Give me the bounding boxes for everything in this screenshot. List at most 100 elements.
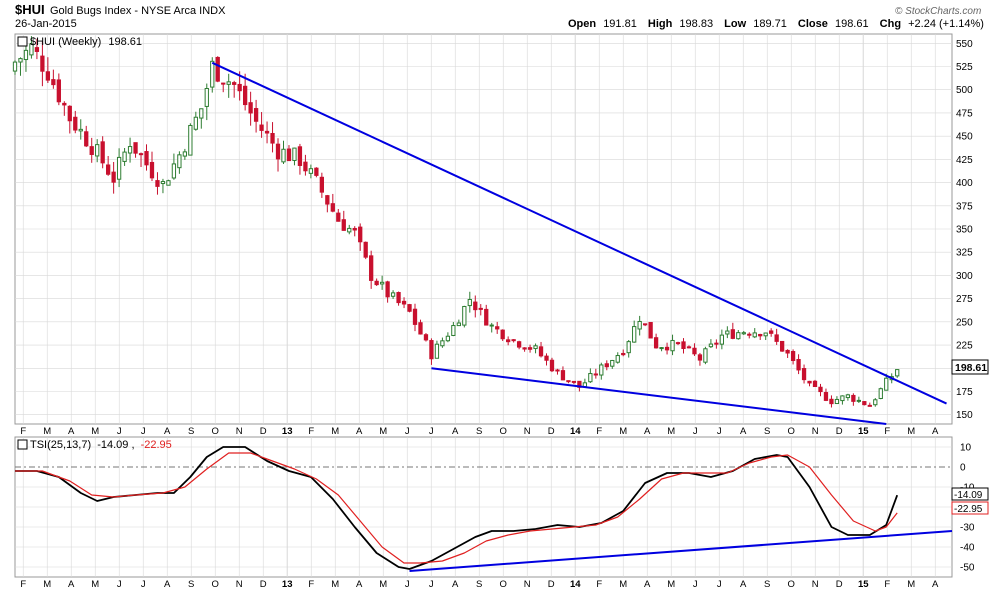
x-tick-label: M bbox=[91, 426, 99, 437]
candle-body bbox=[741, 332, 746, 335]
x-tick-label: 13 bbox=[282, 426, 293, 437]
candle-body bbox=[511, 339, 516, 342]
candle-body bbox=[549, 359, 555, 372]
candle-body bbox=[643, 323, 648, 326]
candle-body bbox=[790, 351, 796, 361]
ohlc-text: Open 191.81 High 198.83 Low 189.71 Close… bbox=[568, 18, 984, 30]
candle-body bbox=[62, 102, 67, 106]
candle-body bbox=[434, 343, 440, 359]
candle-down bbox=[593, 368, 598, 379]
x-tick-label: O bbox=[212, 426, 219, 437]
candle-down bbox=[297, 143, 303, 175]
candle-down bbox=[100, 136, 105, 169]
price-y-tick-label: 475 bbox=[956, 108, 973, 119]
candle-down bbox=[527, 344, 533, 353]
x-tick-label: A bbox=[68, 579, 75, 590]
candle-body bbox=[18, 58, 23, 63]
x-tick-label: M bbox=[43, 579, 51, 590]
candle-body bbox=[823, 392, 829, 401]
x-tick-label: N bbox=[236, 426, 243, 437]
tsi-y-tick-label: -30 bbox=[960, 523, 975, 534]
candle-up bbox=[895, 369, 900, 378]
x-tick-label: A bbox=[452, 579, 459, 590]
open-value: 191.81 bbox=[603, 18, 637, 30]
candle-body bbox=[122, 151, 127, 162]
x-tick-label: J bbox=[405, 426, 410, 437]
candle-down bbox=[286, 145, 292, 162]
candle-body bbox=[133, 142, 138, 154]
low-label: Low bbox=[724, 18, 746, 30]
tsi-legend-text: TSI(25,13,7) -14.09 , -22.95 bbox=[30, 439, 172, 451]
candle-body bbox=[478, 307, 483, 310]
candle-body bbox=[670, 339, 675, 352]
candle-down bbox=[341, 210, 346, 231]
candle-body bbox=[555, 369, 560, 372]
x-tick-label: F bbox=[308, 579, 314, 590]
x-tick-label: O bbox=[212, 579, 219, 590]
candle-body bbox=[637, 320, 642, 330]
candle-down bbox=[621, 349, 626, 357]
candle-down bbox=[56, 73, 61, 106]
candle-up bbox=[462, 305, 467, 328]
candle-down bbox=[358, 223, 363, 251]
candle-down bbox=[264, 121, 270, 144]
price-y-tick-label: 450 bbox=[956, 132, 973, 143]
candle-body bbox=[522, 347, 527, 350]
candle-down bbox=[111, 161, 116, 194]
legend-swatch-icon bbox=[17, 36, 28, 47]
candle-up bbox=[703, 346, 708, 365]
candle-down bbox=[45, 57, 51, 83]
tsi-badge-text: -14.09 bbox=[954, 490, 983, 501]
tsi-legend-signal: -22.95 bbox=[141, 439, 172, 451]
candle-body bbox=[626, 341, 631, 354]
candle-body bbox=[714, 342, 719, 345]
x-tick-label: M bbox=[619, 579, 627, 590]
candle-down bbox=[478, 304, 483, 316]
candle-up bbox=[434, 340, 440, 359]
candle-body bbox=[533, 345, 538, 350]
candle-down bbox=[62, 101, 67, 116]
candle-body bbox=[127, 146, 133, 154]
candle-body bbox=[752, 332, 757, 338]
x-tick-label: M bbox=[667, 426, 675, 437]
candle-body bbox=[199, 108, 204, 119]
x-tick-label: J bbox=[693, 579, 698, 590]
candlesticks bbox=[12, 36, 900, 408]
x-tick-label: A bbox=[164, 426, 171, 437]
candle-body bbox=[659, 347, 664, 350]
candle-body bbox=[303, 161, 308, 172]
candle-body bbox=[56, 79, 61, 103]
candle-body bbox=[840, 395, 845, 402]
candle-up bbox=[177, 151, 182, 174]
candle-down bbox=[133, 142, 138, 158]
candle-body bbox=[736, 332, 741, 340]
candle-down bbox=[730, 322, 735, 340]
price-y-tick-label: 525 bbox=[956, 62, 973, 73]
candle-up bbox=[390, 290, 396, 299]
candle-body bbox=[884, 377, 889, 391]
price-y-tick-label: 150 bbox=[956, 410, 973, 421]
candle-body bbox=[456, 322, 461, 327]
candle-body bbox=[851, 394, 856, 402]
x-tick-label: N bbox=[236, 579, 243, 590]
candle-body bbox=[418, 322, 423, 335]
candle-down bbox=[352, 226, 357, 237]
candle-down bbox=[555, 368, 560, 375]
x-tick-label: A bbox=[356, 426, 363, 437]
candle-body bbox=[758, 333, 763, 337]
candle-body bbox=[401, 300, 407, 305]
candle-down bbox=[785, 349, 790, 358]
candle-up bbox=[456, 319, 461, 327]
candle-body bbox=[100, 141, 105, 164]
candle-body bbox=[111, 171, 116, 183]
candle-body bbox=[221, 82, 226, 85]
candle-body bbox=[160, 181, 166, 185]
candle-body bbox=[856, 399, 861, 402]
x-tick-label: D bbox=[836, 426, 843, 437]
price-x-axis: F M A M J J A S O N D 13 F M A M J J A S O N D 14 F M A M J J A S O N D 15 F… bbox=[20, 426, 939, 437]
candle-body bbox=[566, 380, 571, 383]
candle-body bbox=[681, 341, 686, 350]
tsi-panel: -50-40-30-20-10010 TSI(25,13,7) -14.09 ,… bbox=[14, 436, 989, 578]
candle-body bbox=[106, 164, 111, 175]
candle-up bbox=[292, 147, 297, 166]
